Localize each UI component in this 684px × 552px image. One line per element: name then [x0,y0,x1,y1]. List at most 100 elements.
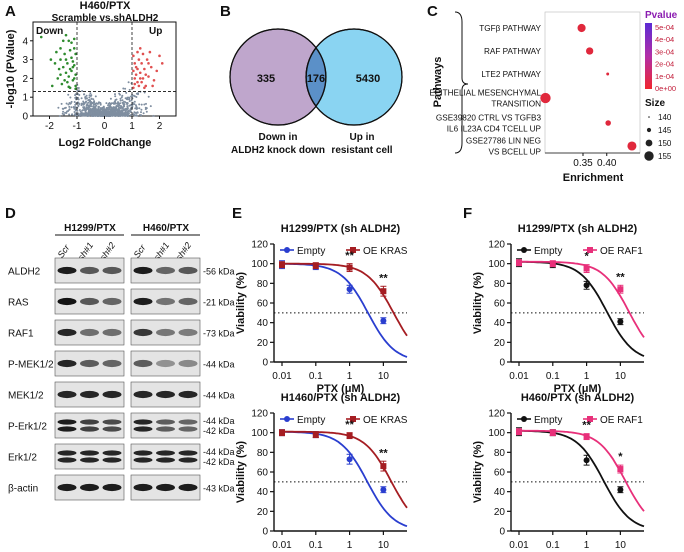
volcano-up-point [158,54,161,58]
enrich-pathway-label: LTE2 PATHWAY [481,70,541,79]
blot-band [102,328,122,337]
venn-left-label-1: Down in [259,132,298,143]
blot-band [57,266,77,275]
volcano-up-point [138,47,142,50]
volcano-ns-point [74,108,77,111]
volcano-ns-point [132,113,135,116]
blot-band [156,390,175,399]
volcano-ns-point [143,103,146,106]
volcano-ns-point [74,103,77,106]
dose-title-e-bottom: H1460/PTX (sh ALDH2) [281,392,401,404]
volcano-ns-point [135,92,138,95]
blot-band [133,457,153,463]
volcano-ns-point [86,106,89,109]
blot-marker: -73 kDa [203,329,235,339]
blot-membrane [130,443,201,470]
blot-band [133,419,153,425]
volcano-ns-point [116,102,119,105]
volcano-up-point [138,77,142,80]
volcano-up-point [132,86,135,90]
blot-band [156,457,175,463]
volcano-up-point [132,54,135,58]
dose-xtick-label: 10 [378,540,390,551]
volcano-ns-point [62,110,65,113]
venn-right-count: 5430 [356,73,380,85]
blot-band [156,483,175,492]
dose-ylabel: Viability (%) [235,441,247,503]
blot-band [156,450,175,456]
dose-point [380,463,387,470]
legend-pvalue-label: 3e-04 [655,47,674,56]
dose-curve [518,260,645,357]
volcano-ns-point [149,105,152,108]
volcano-ns-point [140,108,143,111]
dose-point [617,318,624,325]
volcano-ns-point [128,88,131,91]
volcano-up-point [136,80,139,84]
blot-band [156,426,175,432]
volcano-ns-point [105,102,108,105]
volcano-down-point [66,62,69,65]
dose-xtick-label: 0.01 [509,371,529,382]
dose-ytick-label: 20 [257,338,269,349]
volcano-ns-point [99,114,102,116]
volcano-ns-point [73,101,76,103]
volcano-ns-point [97,112,100,115]
dose-point [583,433,590,440]
blot-band [133,483,153,492]
dose-ylabel: Viability (%) [472,441,484,503]
volcano-ns-point [77,87,80,89]
volcano-ns-point [112,107,115,109]
blot-band [133,450,153,456]
volcano-ns-point [99,101,102,104]
volcano-ns-point [80,102,83,105]
dose-ytick-label: 0 [499,358,505,369]
dose-curve [519,429,645,528]
dose-curve [282,430,408,528]
volcano-down-point [72,63,76,67]
legend-pvalue-label: 5e-04 [655,23,674,32]
volcano-ns-point [107,106,110,109]
volcano-ns-point [88,94,91,97]
volcano-up-point [140,62,143,65]
volcano-ns-point [89,92,92,95]
enrich-pathway-label: RAF PATHWAY [484,47,542,56]
dose-xtick-label: 0.1 [309,371,323,382]
enrich-xtick-label: 0.40 [597,158,617,169]
legend-pvalue-bar [645,23,652,89]
volcano-ns-point [62,107,65,110]
volcano-ytick-label: 0 [22,112,28,123]
volcano-ns-point [92,105,95,108]
volcano-ns-points [57,81,155,117]
legend-pvalue-label: 0e+00 [655,84,676,93]
dose-xtick-label: 0.01 [509,540,529,551]
blot-band [102,457,122,463]
dose-ytick-label: 60 [257,299,269,310]
dose-ytick-label: 20 [494,338,506,349]
enrich-pathway-label: GSE27786 LIN NEG [466,137,541,146]
dose-ytick-label: 60 [257,468,269,479]
volcano-ns-point [60,102,63,105]
volcano-ns-point [84,111,87,114]
dose-title-f-bottom: H460/PTX (sh ALDH2) [521,392,635,404]
volcano-ns-point [114,106,117,109]
volcano-ns-point [109,97,112,100]
volcano-ns-point [65,102,68,105]
volcano-ns-point [83,114,86,117]
volcano-down-point [72,37,76,41]
blot-band [133,266,153,275]
dose-point [312,431,319,438]
volcano-ns-point [136,107,139,110]
volcano-ns-point [84,101,87,104]
volcano-down-point [67,39,71,43]
blot-row-label: P-Erk1/2 [8,422,47,433]
volcano-ns-point [86,114,89,117]
dose-point [583,282,590,289]
legend-size-label: 145 [658,126,672,135]
legend-size-dot [645,139,653,147]
volcano-ns-point [125,91,128,94]
enrich-bracket [454,11,469,154]
dose-ytick-label: 40 [257,318,269,329]
volcano-down-point [70,56,73,60]
